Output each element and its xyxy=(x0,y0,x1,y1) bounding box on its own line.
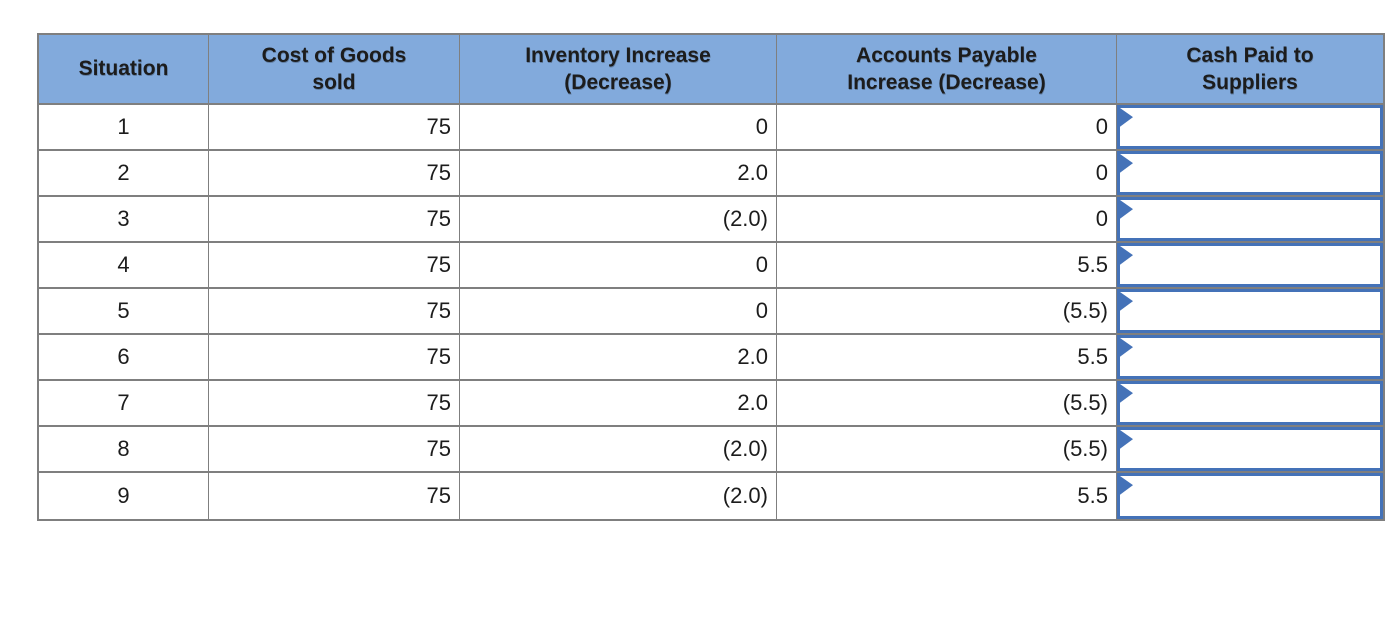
cash-paid-answer-box[interactable] xyxy=(1117,105,1383,149)
situation-cell: 3 xyxy=(39,197,209,243)
header-inventory-label: Inventory Increase (Decrease) xyxy=(525,43,711,94)
inventory-cell: 2.0 xyxy=(460,335,777,381)
ap-cell: 5.5 xyxy=(777,243,1117,289)
header-cost-of-goods-sold: Cost of Goods sold xyxy=(209,35,460,105)
header-situation-label: Situation xyxy=(78,57,169,81)
cash-paid-answer-box[interactable] xyxy=(1117,335,1383,379)
header-cogs-label: Cost of Goods sold xyxy=(261,43,407,94)
cash-paid-cell xyxy=(1117,105,1383,151)
cogs-cell: 75 xyxy=(209,289,460,335)
cogs-cell: 75 xyxy=(209,473,460,519)
cash-paid-input[interactable] xyxy=(1120,200,1380,238)
inventory-cell: 0 xyxy=(460,289,777,335)
cash-paid-cell xyxy=(1117,289,1383,335)
ap-cell: 0 xyxy=(777,105,1117,151)
header-accounts-payable-increase-decrease: Accounts Payable Increase (Decrease) xyxy=(777,35,1117,105)
situation-cell: 2 xyxy=(39,151,209,197)
situation-cell: 8 xyxy=(39,427,209,473)
cash-paid-answer-box[interactable] xyxy=(1117,243,1383,287)
cogs-cell: 75 xyxy=(209,105,460,151)
cash-paid-cell xyxy=(1117,335,1383,381)
situation-cell: 6 xyxy=(39,335,209,381)
cogs-cell: 75 xyxy=(209,197,460,243)
ap-cell: 0 xyxy=(777,197,1117,243)
cash-paid-cell xyxy=(1117,381,1383,427)
cash-paid-answer-box[interactable] xyxy=(1117,473,1383,519)
inventory-cell: (2.0) xyxy=(460,427,777,473)
cash-paid-answer-box[interactable] xyxy=(1117,289,1383,333)
cash-paid-cell xyxy=(1117,151,1383,197)
cogs-cell: 75 xyxy=(209,381,460,427)
header-ap-label: Accounts Payable Increase (Decrease) xyxy=(847,43,1046,94)
situation-cell: 7 xyxy=(39,381,209,427)
inventory-cell: (2.0) xyxy=(460,473,777,519)
cash-paid-input[interactable] xyxy=(1120,292,1380,330)
header-cash-label: Cash Paid to Suppliers xyxy=(1186,43,1314,94)
cash-paid-cell xyxy=(1117,473,1383,519)
cash-paid-answer-box[interactable] xyxy=(1117,381,1383,425)
inventory-cell: (2.0) xyxy=(460,197,777,243)
inventory-cell: 0 xyxy=(460,243,777,289)
ap-cell: (5.5) xyxy=(777,381,1117,427)
ap-cell: 0 xyxy=(777,151,1117,197)
cogs-cell: 75 xyxy=(209,335,460,381)
inventory-cell: 2.0 xyxy=(460,381,777,427)
header-inventory-increase-decrease: Inventory Increase (Decrease) xyxy=(460,35,777,105)
header-situation: Situation xyxy=(39,35,209,105)
cash-paid-input[interactable] xyxy=(1120,154,1380,192)
situation-cell: 1 xyxy=(39,105,209,151)
cash-paid-answer-box[interactable] xyxy=(1117,197,1383,241)
cash-paid-cell xyxy=(1117,427,1383,473)
ap-cell: (5.5) xyxy=(777,289,1117,335)
cash-paid-cell xyxy=(1117,243,1383,289)
cash-paid-input[interactable] xyxy=(1120,384,1380,422)
ap-cell: 5.5 xyxy=(777,335,1117,381)
situation-cell: 4 xyxy=(39,243,209,289)
cash-paid-input[interactable] xyxy=(1120,338,1380,376)
ap-cell: 5.5 xyxy=(777,473,1117,519)
cogs-cell: 75 xyxy=(209,151,460,197)
inventory-cell: 0 xyxy=(460,105,777,151)
worksheet-table: Situation Cost of Goods sold Inventory I… xyxy=(37,33,1385,521)
situation-cell: 5 xyxy=(39,289,209,335)
cash-paid-answer-box[interactable] xyxy=(1117,151,1383,195)
cash-paid-input[interactable] xyxy=(1120,246,1380,284)
cash-paid-answer-box[interactable] xyxy=(1117,427,1383,471)
situation-cell: 9 xyxy=(39,473,209,519)
header-cash-paid-to-suppliers: Cash Paid to Suppliers xyxy=(1117,35,1383,105)
ap-cell: (5.5) xyxy=(777,427,1117,473)
inventory-cell: 2.0 xyxy=(460,151,777,197)
cash-paid-cell xyxy=(1117,197,1383,243)
cash-paid-input[interactable] xyxy=(1120,476,1380,516)
cash-paid-input[interactable] xyxy=(1120,108,1380,146)
cogs-cell: 75 xyxy=(209,243,460,289)
cash-paid-input[interactable] xyxy=(1120,430,1380,468)
cogs-cell: 75 xyxy=(209,427,460,473)
